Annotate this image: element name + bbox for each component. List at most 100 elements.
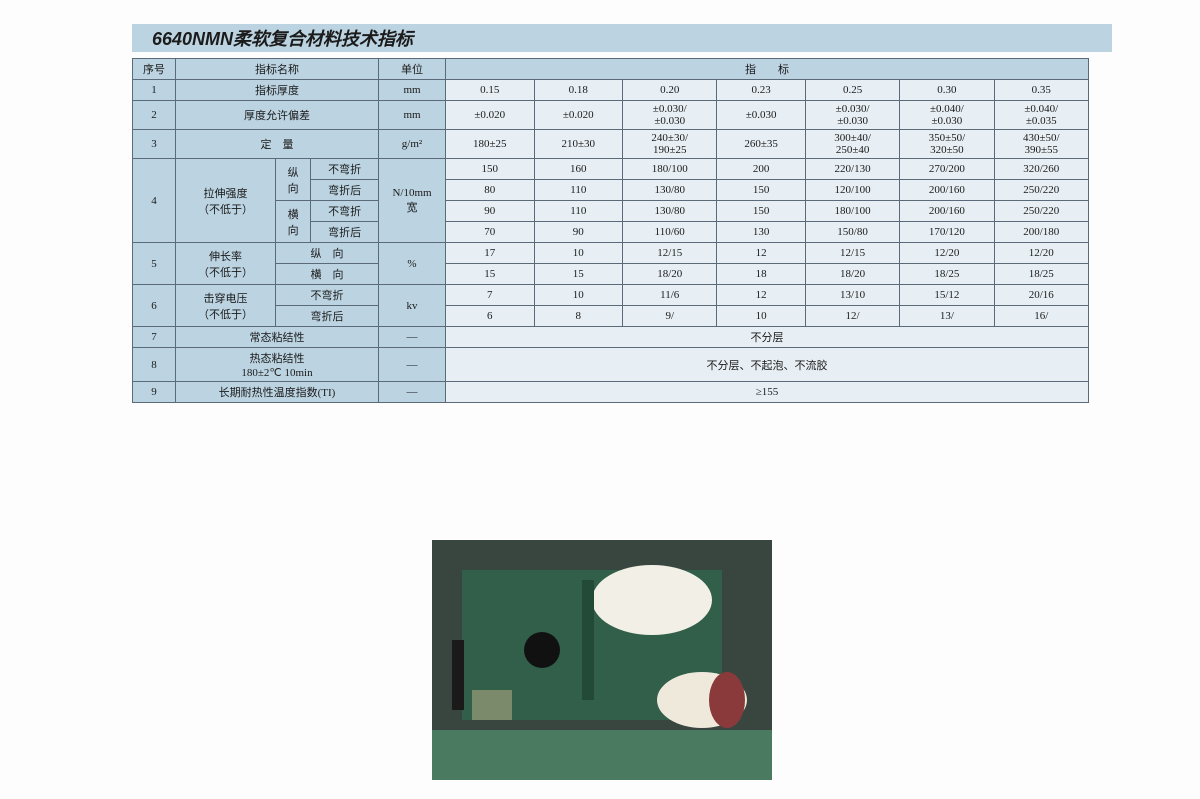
r4-nobend2: 不弯折: [311, 201, 379, 222]
r8-unit: —: [379, 348, 446, 382]
r1-v1: 0.18: [534, 80, 623, 101]
r6b5: 13/: [900, 306, 994, 327]
r3-unit: g/m²: [379, 130, 446, 159]
r7-no: 7: [133, 327, 176, 348]
r9-name: 长期耐热性温度指数(TI): [176, 382, 379, 403]
r9-unit: —: [379, 382, 446, 403]
r6a4: 13/10: [805, 285, 899, 306]
r4b5: 200/160: [900, 180, 994, 201]
col-unit: 单位: [379, 59, 446, 80]
r2-v5: ±0.040/±0.030: [900, 101, 994, 130]
r1-v6: 0.35: [994, 80, 1088, 101]
r5b6: 18/25: [994, 264, 1088, 285]
r7-name: 常态粘结性: [176, 327, 379, 348]
r4d3: 130: [717, 222, 806, 243]
r6b1: 8: [534, 306, 623, 327]
r1-v0: 0.15: [446, 80, 535, 101]
r2-v1: ±0.020: [534, 101, 623, 130]
r4b3: 150: [717, 180, 806, 201]
r4-longv: 纵向: [276, 159, 311, 201]
r5a0: 17: [446, 243, 535, 264]
r5-no: 5: [133, 243, 176, 285]
r1-no: 1: [133, 80, 176, 101]
r4c5: 200/160: [900, 201, 994, 222]
r3-no: 3: [133, 130, 176, 159]
r3-v0: 180±25: [446, 130, 535, 159]
r5b3: 18: [717, 264, 806, 285]
r5a3: 12: [717, 243, 806, 264]
r6a5: 15/12: [900, 285, 994, 306]
r6a2: 11/6: [623, 285, 717, 306]
r5a4: 12/15: [805, 243, 899, 264]
r4a3: 200: [717, 159, 806, 180]
r4-nobend1: 不弯折: [311, 159, 379, 180]
r1-unit: mm: [379, 80, 446, 101]
r5b2: 18/20: [623, 264, 717, 285]
r4d1: 90: [534, 222, 623, 243]
r4-name: 拉伸强度（不低于）: [176, 159, 276, 243]
r8-merged: 不分层、不起泡、不流胶: [446, 348, 1089, 382]
r4b1: 110: [534, 180, 623, 201]
r2-name: 厚度允许偏差: [176, 101, 379, 130]
r2-v0: ±0.020: [446, 101, 535, 130]
r3-v6: 430±50/390±55: [994, 130, 1088, 159]
r6b0: 6: [446, 306, 535, 327]
spec-table: 序号 指标名称 单位 指 标 1 指标厚度 mm 0.15 0.18 0.20 …: [132, 58, 1089, 403]
r3-v1: 210±30: [534, 130, 623, 159]
r6-bent: 弯折后: [276, 306, 379, 327]
r6b2: 9/: [623, 306, 717, 327]
r6-no: 6: [133, 285, 176, 327]
r2-v4: ±0.030/±0.030: [805, 101, 899, 130]
r3-name: 定 量: [176, 130, 379, 159]
r1-v5: 0.30: [900, 80, 994, 101]
r6b3: 10: [717, 306, 806, 327]
r7-unit: —: [379, 327, 446, 348]
r2-v2: ±0.030/±0.030: [623, 101, 717, 130]
r4c2: 130/80: [623, 201, 717, 222]
r9-merged: ≥155: [446, 382, 1089, 403]
r9-no: 9: [133, 382, 176, 403]
r5b1: 15: [534, 264, 623, 285]
r4-bent1: 弯折后: [311, 180, 379, 201]
r7-merged: 不分层: [446, 327, 1089, 348]
r6b4: 12/: [805, 306, 899, 327]
r4-unit: N/10mm宽: [379, 159, 446, 243]
r1-name: 指标厚度: [176, 80, 379, 101]
r4c1: 110: [534, 201, 623, 222]
r4-longh: 横向: [276, 201, 311, 243]
r4a4: 220/130: [805, 159, 899, 180]
r5a6: 12/20: [994, 243, 1088, 264]
r3-v4: 300±40/250±40: [805, 130, 899, 159]
r4a6: 320/260: [994, 159, 1088, 180]
r4c6: 250/220: [994, 201, 1088, 222]
r5-unit: %: [379, 243, 446, 285]
r5a2: 12/15: [623, 243, 717, 264]
r4c3: 150: [717, 201, 806, 222]
r4b6: 250/220: [994, 180, 1088, 201]
r4-no: 4: [133, 159, 176, 243]
r4b4: 120/100: [805, 180, 899, 201]
r6a6: 20/16: [994, 285, 1088, 306]
col-name: 指标名称: [176, 59, 379, 80]
r4d6: 200/180: [994, 222, 1088, 243]
r5-name: 伸长率（不低于）: [176, 243, 276, 285]
r4c4: 180/100: [805, 201, 899, 222]
r6-nobend: 不弯折: [276, 285, 379, 306]
r5b4: 18/20: [805, 264, 899, 285]
r4a5: 270/200: [900, 159, 994, 180]
r4a1: 160: [534, 159, 623, 180]
r6a1: 10: [534, 285, 623, 306]
r6b6: 16/: [994, 306, 1088, 327]
r6-unit: kv: [379, 285, 446, 327]
r4d5: 170/120: [900, 222, 994, 243]
r5-longh: 横 向: [276, 264, 379, 285]
r6a0: 7: [446, 285, 535, 306]
r1-v2: 0.20: [623, 80, 717, 101]
r4d2: 110/60: [623, 222, 717, 243]
col-seq: 序号: [133, 59, 176, 80]
machinery-photo: [432, 540, 772, 780]
r4b2: 130/80: [623, 180, 717, 201]
r3-v5: 350±50/320±50: [900, 130, 994, 159]
r4b0: 80: [446, 180, 535, 201]
r3-v2: 240±30/190±25: [623, 130, 717, 159]
